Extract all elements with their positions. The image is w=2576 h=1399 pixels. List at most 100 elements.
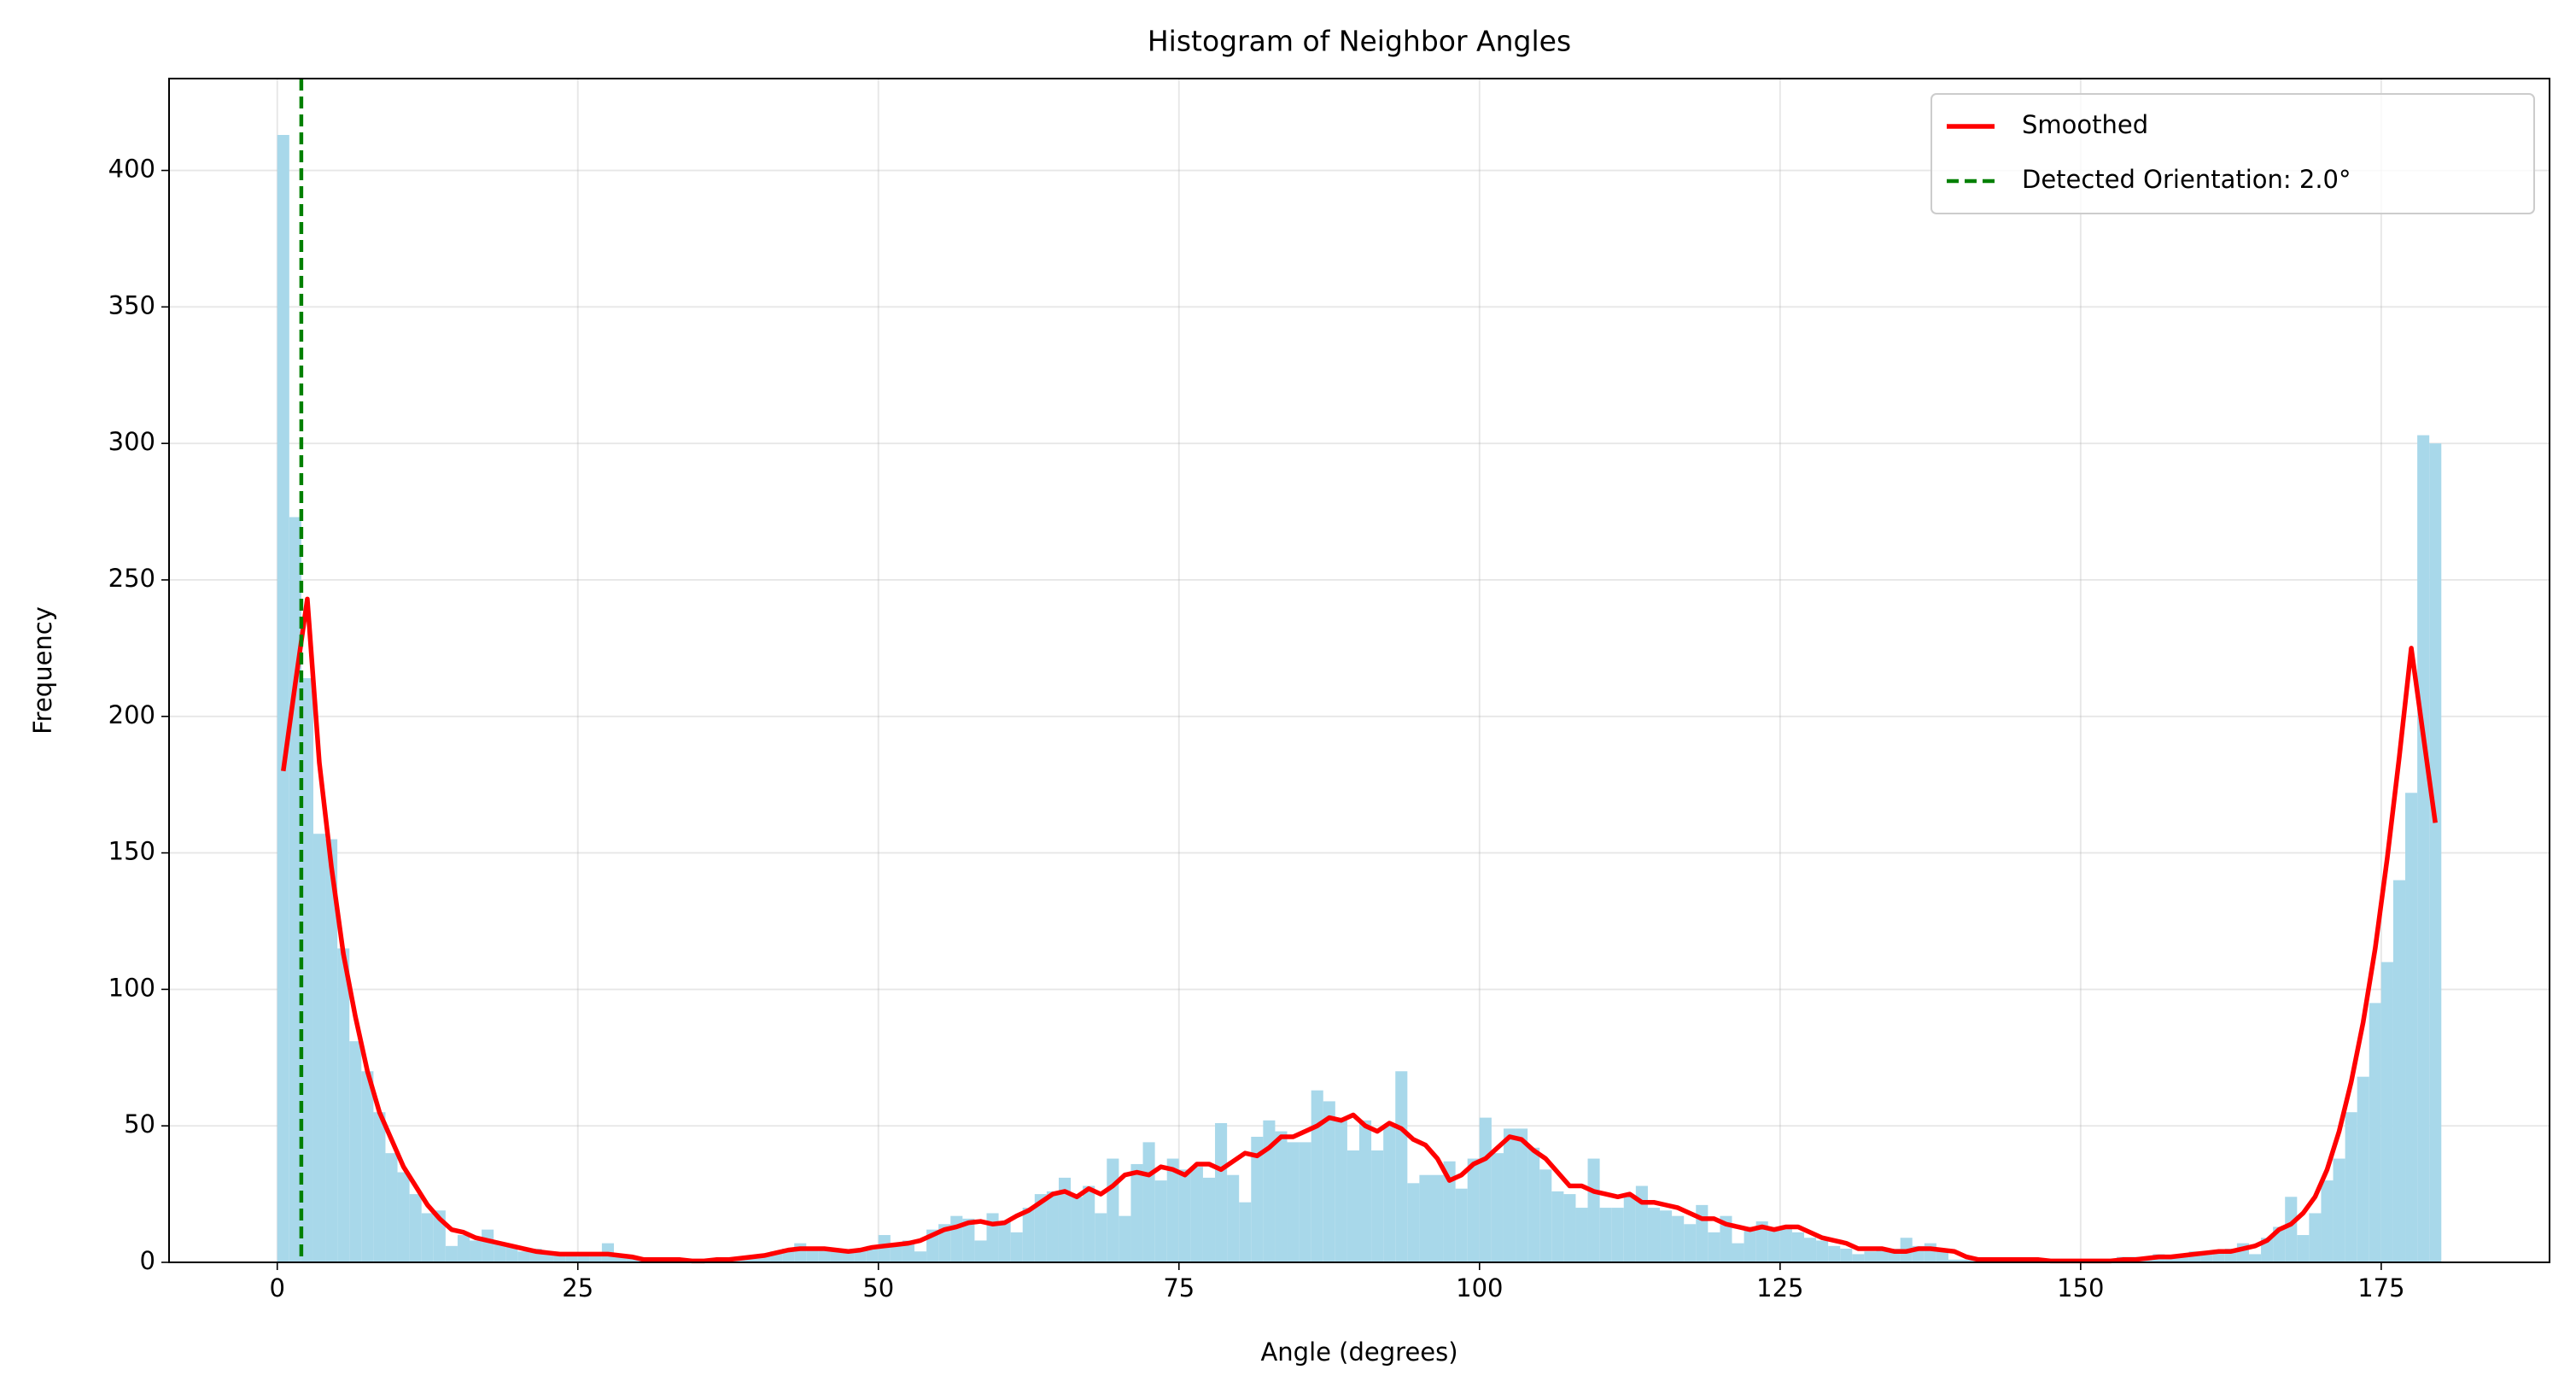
bar	[494, 1243, 506, 1262]
bar	[1034, 1194, 1047, 1262]
bar	[878, 1235, 891, 1262]
bar	[2357, 1076, 2369, 1262]
bar	[950, 1215, 963, 1262]
x-tick-label: 100	[1456, 1273, 1503, 1302]
bar	[1346, 1150, 1359, 1262]
bar	[541, 1254, 554, 1262]
bar	[2285, 1197, 2298, 1262]
bar	[1022, 1208, 1035, 1262]
bar	[806, 1249, 819, 1262]
bar	[1154, 1180, 1167, 1262]
bar	[1720, 1215, 1732, 1262]
bar	[337, 948, 350, 1262]
bar	[1803, 1238, 1817, 1262]
bar	[1779, 1226, 1792, 1262]
bar	[1431, 1174, 1444, 1262]
y-tick-label: 50	[124, 1109, 155, 1139]
x-axis-label: Angle (degrees)	[1260, 1338, 1457, 1367]
bar	[974, 1240, 987, 1262]
bar	[1672, 1215, 1685, 1262]
bar	[1660, 1210, 1673, 1262]
bar	[1407, 1183, 1420, 1262]
bar	[1395, 1071, 1408, 1262]
y-tick-label: 200	[108, 700, 155, 729]
axes-frame	[168, 78, 2550, 1263]
bar	[1852, 1254, 1865, 1262]
bar	[421, 1213, 434, 1262]
bar	[1371, 1150, 1384, 1262]
bar	[1575, 1208, 1588, 1262]
bar	[1443, 1161, 1456, 1262]
bar	[626, 1256, 639, 1262]
bar	[1107, 1158, 1119, 1262]
bar	[1323, 1101, 1335, 1262]
bar	[1166, 1158, 1179, 1262]
bar	[1696, 1204, 1709, 1262]
bar	[1816, 1240, 1829, 1262]
bar	[482, 1229, 494, 1262]
x-tick-label: 0	[270, 1273, 285, 1302]
x-tick-label: 75	[1163, 1273, 1195, 1302]
bar	[1467, 1158, 1480, 1262]
bar	[517, 1251, 530, 1262]
x-tick-label: 175	[2357, 1273, 2404, 1302]
x-tick-label: 25	[562, 1273, 593, 1302]
bar	[325, 839, 338, 1262]
bar	[2321, 1180, 2334, 1262]
bar	[2345, 1112, 2357, 1262]
bar	[1635, 1185, 1648, 1262]
bar	[2369, 1003, 2381, 1262]
bar	[1263, 1120, 1276, 1262]
bar	[1383, 1126, 1396, 1262]
bar	[1791, 1232, 1804, 1262]
bar	[1178, 1169, 1191, 1262]
bar	[986, 1213, 999, 1262]
bar	[301, 678, 313, 1262]
bar	[589, 1254, 602, 1262]
bar	[1503, 1128, 1516, 1262]
bar	[1058, 1177, 1072, 1262]
bar	[1828, 1245, 1841, 1262]
bar	[1840, 1249, 1853, 1262]
bar	[1491, 1153, 1504, 1262]
bar	[1275, 1131, 1288, 1262]
bar	[1299, 1142, 1311, 1262]
bar	[1010, 1232, 1023, 1262]
bar	[1142, 1142, 1155, 1262]
y-tick-label: 0	[140, 1246, 155, 1275]
bar	[397, 1172, 410, 1262]
bar	[457, 1235, 470, 1262]
bar	[1708, 1232, 1720, 1262]
bar	[2212, 1251, 2225, 1262]
bar	[1071, 1197, 1084, 1262]
bar	[577, 1254, 590, 1262]
bar	[2392, 880, 2406, 1262]
bar	[349, 1041, 362, 1262]
bar	[2405, 793, 2418, 1262]
bar	[1684, 1224, 1697, 1262]
bar	[830, 1251, 843, 1262]
bar	[1311, 1090, 1323, 1262]
bar	[1215, 1122, 1228, 1262]
y-axis-label: Frequency	[28, 606, 57, 735]
bar	[1732, 1243, 1744, 1262]
y-tick-label: 250	[108, 564, 155, 593]
smoothed-line	[281, 596, 2438, 1264]
bar	[385, 1153, 398, 1262]
bar	[2417, 435, 2430, 1262]
y-tick-label: 400	[108, 155, 155, 184]
bar	[1119, 1215, 1131, 1262]
y-tick-label: 100	[108, 973, 155, 1002]
bar	[409, 1194, 422, 1262]
bar	[2333, 1158, 2345, 1262]
bar	[1587, 1158, 1600, 1262]
bar	[1202, 1177, 1216, 1262]
bar	[1419, 1174, 1432, 1262]
bar	[2380, 962, 2393, 1262]
bar	[445, 1245, 458, 1262]
bar	[2309, 1213, 2322, 1262]
bar	[1190, 1167, 1203, 1262]
bar	[1924, 1243, 1936, 1262]
bar	[1083, 1185, 1095, 1262]
